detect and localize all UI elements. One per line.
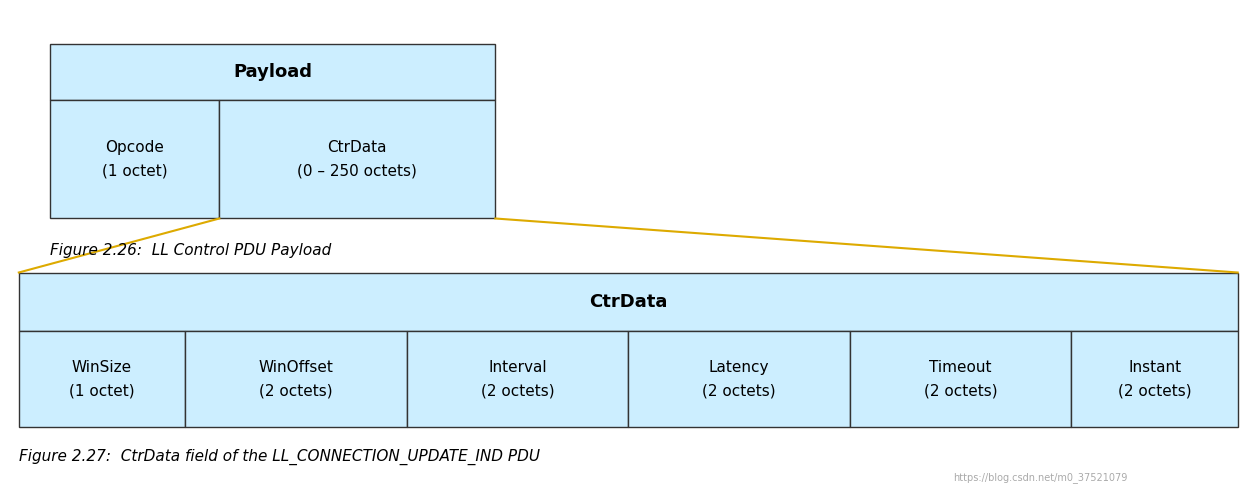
Bar	[1071, 330, 1238, 427]
Text: https://blog.csdn.net/m0_37521079: https://blog.csdn.net/m0_37521079	[953, 472, 1127, 483]
Bar	[850, 330, 1071, 427]
Bar	[219, 100, 495, 218]
Text: Latency
(2 octets): Latency (2 octets)	[702, 359, 776, 398]
Text: WinOffset
(2 octets): WinOffset (2 octets)	[258, 359, 334, 398]
Text: Opcode
(1 octet): Opcode (1 octet)	[102, 140, 168, 178]
Bar	[628, 330, 850, 427]
Bar	[186, 330, 406, 427]
Text: CtrData: CtrData	[589, 293, 667, 310]
Text: CtrData
(0 – 250 octets): CtrData (0 – 250 octets)	[297, 140, 418, 178]
Bar	[19, 273, 1238, 330]
Text: WinSize
(1 octet): WinSize (1 octet)	[69, 359, 134, 398]
Bar	[50, 44, 495, 100]
Text: Instant
(2 octets): Instant (2 octets)	[1117, 359, 1191, 398]
Text: Timeout
(2 octets): Timeout (2 octets)	[924, 359, 997, 398]
Bar	[406, 330, 628, 427]
Text: Payload: Payload	[233, 63, 312, 81]
Bar	[19, 330, 186, 427]
Bar	[50, 100, 219, 218]
Text: Interval
(2 octets): Interval (2 octets)	[480, 359, 554, 398]
Text: Figure 2.27:  CtrData field of the LL_CONNECTION_UPDATE_IND PDU: Figure 2.27: CtrData field of the LL_CON…	[19, 449, 539, 465]
Text: Figure 2.26:  LL Control PDU Payload: Figure 2.26: LL Control PDU Payload	[50, 243, 331, 258]
